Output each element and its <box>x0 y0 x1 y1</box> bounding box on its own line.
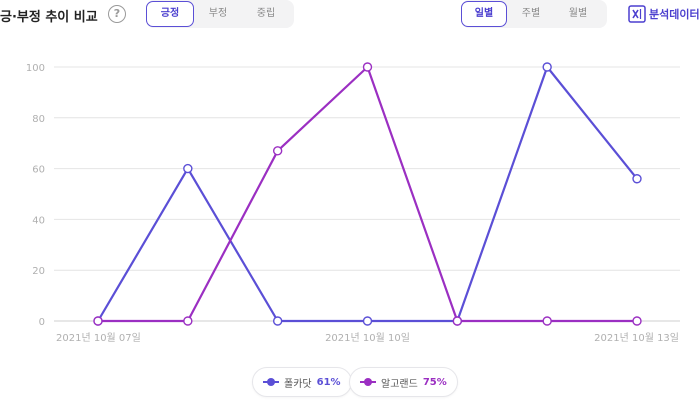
data-point-series-2 <box>272 146 283 156</box>
legend-series-name: 알고랜드 <box>381 378 418 390</box>
data-point-series-1 <box>542 62 552 72</box>
data-point-series-2 <box>632 316 642 326</box>
legend-item-polkadot[interactable]: 폴카닷 61% <box>252 367 352 397</box>
y-tick-label: 60 <box>32 165 45 176</box>
data-point-series-2 <box>362 62 373 72</box>
data-point-series-2 <box>542 316 552 326</box>
tab-negative[interactable]: 부정 <box>208 8 228 19</box>
chart-title: 긍·부정 추이 비교 <box>0 10 98 25</box>
series-line-2 <box>98 65 637 323</box>
data-point-series-1 <box>362 316 373 326</box>
tab-monthly[interactable]: 월별 <box>568 8 588 19</box>
export-label: 분석데이터 <box>649 8 700 21</box>
help-icon[interactable]: ? <box>108 5 126 23</box>
data-point-series-2 <box>93 316 103 326</box>
data-point-series-2 <box>183 316 193 326</box>
tab-neutral[interactable]: 중립 <box>256 8 276 19</box>
data-point-series-1 <box>272 316 283 326</box>
line-chart: 0 20 40 60 80 100 2021년 10월 07일 2021년 10월 10일 20… <box>26 62 680 344</box>
y-tick-label: 40 <box>32 215 45 226</box>
y-tick-label: 20 <box>32 266 45 277</box>
legend-series-name: 폴카닷 <box>284 378 312 390</box>
series-swatch <box>263 377 279 387</box>
legend-series-percent: 75% <box>422 376 447 388</box>
chart-header: 긍·부정 추이 비교 ? 긍정 부정 중립 일별 주별 월별 분석데이터 <box>0 0 700 30</box>
tab-daily[interactable]: 일별 <box>461 1 507 27</box>
period-tab-group: 일별 주별 월별 <box>461 0 607 28</box>
series-line-1 <box>97 65 638 323</box>
excel-icon <box>628 5 646 23</box>
export-data-button[interactable]: 분석데이터 <box>628 4 700 24</box>
tab-positive[interactable]: 긍정 <box>146 1 194 27</box>
y-tick-label: 100 <box>26 63 45 74</box>
x-tick-label: 2021년 10월 07일 <box>56 332 141 344</box>
tab-weekly[interactable]: 주별 <box>521 8 541 19</box>
sentiment-tab-group: 긍정 부정 중립 <box>146 0 294 28</box>
x-tick-label: 2021년 10월 10일 <box>325 332 410 344</box>
legend-item-algorand[interactable]: 알고랜드 75% <box>349 367 458 397</box>
x-tick-label: 2021년 10월 13일 <box>594 332 679 344</box>
legend-series-percent: 61% <box>316 376 341 388</box>
data-point-series-1 <box>183 163 193 174</box>
data-point-series-2 <box>452 316 463 326</box>
y-tick-label: 80 <box>32 114 45 125</box>
data-point-series-1 <box>632 174 642 184</box>
y-tick-label: 0 <box>39 317 45 328</box>
series-swatch <box>360 377 376 387</box>
